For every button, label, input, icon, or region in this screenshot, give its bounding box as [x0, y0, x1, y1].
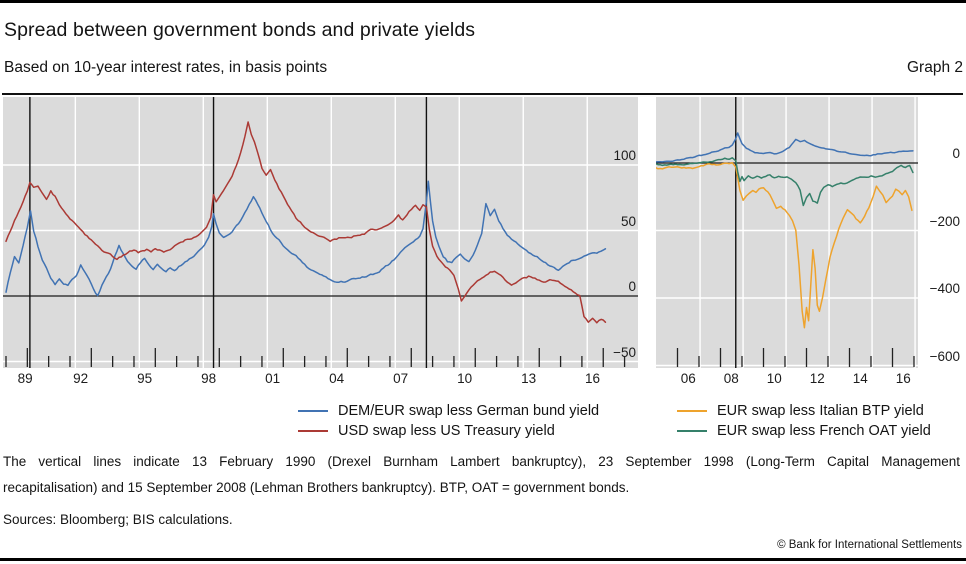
legend-label: USD swap less US Treasury yield — [338, 422, 555, 439]
x-axis-label: 16 — [895, 371, 911, 386]
x-axis-label: 95 — [137, 371, 153, 386]
graph-number-label: Graph 2 — [906, 59, 963, 76]
x-axis-label: 89 — [17, 371, 33, 386]
x-axis-label: 01 — [265, 371, 281, 386]
y-axis-label: 100 — [613, 148, 636, 163]
x-axis-label: 92 — [73, 371, 89, 386]
top-rule — [0, 0, 966, 3]
legend-item-dem-eur-swap: DEM/EUR swap less German bund yield — [298, 401, 599, 420]
y-axis-label: 0 — [952, 146, 960, 161]
x-axis-label: 14 — [852, 371, 868, 386]
y-axis-label: 50 — [620, 213, 636, 229]
blue-line-swatch-icon — [298, 409, 328, 412]
legend-item-eur-french-swap: EUR swap less French OAT yield — [677, 421, 931, 440]
red-line-swatch-icon — [298, 429, 328, 432]
y-axis-label: −200 — [929, 213, 960, 229]
x-axis-label: 10 — [457, 371, 473, 386]
x-axis-label: 12 — [809, 371, 825, 386]
y-axis-label: 0 — [628, 279, 636, 294]
chart-subtitle: Based on 10-year interest rates, in basi… — [4, 59, 328, 76]
right-chart-panel — [656, 97, 918, 368]
footnote: The vertical lines indicate 13 February … — [3, 449, 960, 501]
legend-label: DEM/EUR swap less German bund yield — [338, 402, 600, 419]
footnote-line-1: The vertical lines indicate 13 February … — [3, 454, 960, 469]
sources-note: Sources: Bloomberg; BIS calculations. — [3, 512, 233, 527]
page-title: Spread between government bonds and priv… — [4, 19, 476, 41]
x-axis-label: 10 — [766, 371, 782, 386]
y-axis-label: −50 — [613, 344, 636, 360]
x-axis-label: 06 — [680, 371, 696, 386]
graph-top-rule — [2, 93, 963, 95]
copyright-notice: © Bank for International Settlements — [777, 539, 962, 551]
legend-item-usd-swap: USD swap less US Treasury yield — [298, 421, 555, 440]
x-axis-label: 08 — [723, 371, 739, 386]
green-line-swatch-icon — [677, 429, 707, 432]
x-axis-label: 04 — [329, 371, 345, 386]
legend-label: EUR swap less French OAT yield — [717, 422, 931, 439]
y-axis-label: −400 — [929, 281, 960, 296]
footnote-line-2: recapitalisation) and 15 September 2008 … — [3, 480, 630, 495]
x-axis-label: 13 — [521, 371, 537, 386]
x-axis-label: 07 — [393, 371, 409, 386]
left-chart-panel — [3, 97, 638, 368]
orange-line-swatch-icon — [677, 409, 707, 412]
legend-item-eur-italian-swap: EUR swap less Italian BTP yield — [677, 401, 924, 420]
x-axis-label: 98 — [201, 371, 217, 386]
legend-label: EUR swap less Italian BTP yield — [717, 402, 924, 419]
bottom-rule — [0, 558, 966, 561]
x-axis-label: 16 — [585, 371, 601, 386]
y-axis-label: −600 — [929, 348, 960, 364]
